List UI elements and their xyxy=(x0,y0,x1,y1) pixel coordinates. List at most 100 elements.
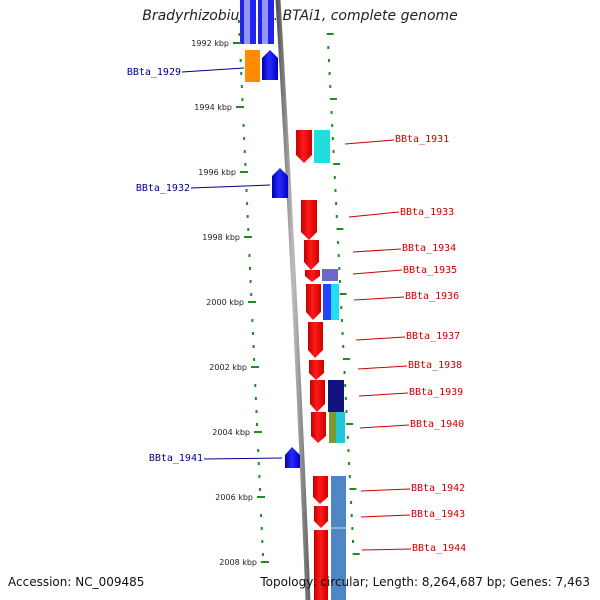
gene-label-bbta-1932[interactable]: BBta_1932 xyxy=(136,183,271,194)
gene-bbta-1929[interactable] xyxy=(245,50,260,82)
scale-dot-right xyxy=(347,449,350,452)
scale-dot xyxy=(243,137,246,140)
gene-bbta-1932[interactable] xyxy=(272,168,288,198)
gene-label-bbta-1929[interactable]: BBta_1929 xyxy=(127,67,245,78)
gene-label-text[interactable]: BBta_1938 xyxy=(408,360,462,371)
gene-bbta-1942[interactable] xyxy=(313,476,328,504)
scale-tick xyxy=(236,106,244,108)
gene-bbta-1935[interactable] xyxy=(305,270,320,282)
gene-label-bbta-1933[interactable]: BBta_1933 xyxy=(348,207,454,218)
scale-dot-right xyxy=(340,319,343,322)
scale-label: 1992 kbp xyxy=(191,39,229,48)
gene-label-text[interactable]: BBta_1942 xyxy=(411,483,465,494)
scale-dot xyxy=(237,20,240,23)
gene-bbta-1934[interactable] xyxy=(304,240,319,270)
gene-label-text[interactable]: BBta_1936 xyxy=(405,291,459,302)
forward-strand-genes xyxy=(296,130,346,600)
gene-label-text[interactable]: BBta_1943 xyxy=(411,509,465,520)
gene-bbta-1941[interactable] xyxy=(285,447,300,468)
scale-dot-right xyxy=(333,176,336,179)
gene-bbta-1944[interactable] xyxy=(314,530,328,600)
scale-dot xyxy=(242,124,245,127)
scale-tick xyxy=(240,171,248,173)
gene-bbta-1936-b[interactable] xyxy=(323,284,331,320)
gene-bbta-1940-c[interactable] xyxy=(336,412,345,443)
scale-dot xyxy=(257,462,260,465)
gene-label-bbta-1941[interactable]: BBta_1941 xyxy=(149,453,283,464)
scale-dot xyxy=(253,358,256,361)
scale-dot-right xyxy=(330,111,333,114)
gene-bbta-1940[interactable] xyxy=(311,412,326,443)
gene-label-text[interactable]: BBta_1935 xyxy=(403,265,457,276)
gene-label-bbta-1935[interactable]: BBta_1935 xyxy=(352,265,457,276)
dna-backbone xyxy=(275,0,311,600)
scale-dot xyxy=(254,384,257,387)
leader-line xyxy=(359,424,410,429)
gene-label-bbta-1937[interactable]: BBta_1937 xyxy=(355,331,460,342)
gene-block-top-2-highlight xyxy=(262,0,268,44)
scale-dot xyxy=(255,410,258,413)
gene-label-bbta-1942[interactable]: BBta_1942 xyxy=(360,483,465,494)
scale-dot-right xyxy=(337,241,340,244)
gene-bbta-1935-b[interactable] xyxy=(322,269,338,281)
gene-label-bbta-1938[interactable]: BBta_1938 xyxy=(357,360,462,371)
leader-line xyxy=(357,365,408,370)
gene-bbta-1936-c[interactable] xyxy=(331,284,339,320)
gene-label-text[interactable]: BBta_1939 xyxy=(409,387,463,398)
scale-dot xyxy=(261,540,264,543)
gene-label-text[interactable]: BBta_1937 xyxy=(406,331,460,342)
scale-dot-right xyxy=(345,410,348,413)
map-title: Bradyrhizobium sp. BTAi1, complete genom… xyxy=(142,8,458,24)
scale-dot xyxy=(249,280,252,283)
gene-label-bbta-1939[interactable]: BBta_1939 xyxy=(358,387,463,398)
gene-bbta-1940-b[interactable] xyxy=(329,412,336,443)
gene-steelblue-block[interactable] xyxy=(331,476,346,600)
gene-label-text[interactable]: BBta_1931 xyxy=(395,134,449,145)
gene-label-text[interactable]: BBta_1933 xyxy=(400,207,454,218)
scale-dot-right xyxy=(343,371,346,374)
scale-label: 1994 kbp xyxy=(194,103,232,112)
gene-label-text[interactable]: BBta_1940 xyxy=(410,419,464,430)
scale-label: 1998 kbp xyxy=(202,233,240,242)
gene-label-text[interactable]: BBta_1944 xyxy=(412,543,466,554)
gene-bbta-1936[interactable] xyxy=(306,284,321,320)
gene-bbta-1938[interactable] xyxy=(309,360,324,380)
gene-label-text[interactable]: BBta_1941 xyxy=(149,453,203,464)
scale-dot-right xyxy=(328,72,331,75)
scale-dot-right xyxy=(348,475,351,478)
leader-line xyxy=(190,184,271,189)
gene-label-bbta-1943[interactable]: BBta_1943 xyxy=(360,509,465,520)
scale-dot-right xyxy=(344,397,347,400)
gene-bbta-1939-b[interactable] xyxy=(328,380,344,412)
gene-label-bbta-1936[interactable]: BBta_1936 xyxy=(353,291,459,302)
leader-line xyxy=(361,548,412,551)
scale-dot-right xyxy=(342,345,345,348)
gene-label-text[interactable]: BBta_1929 xyxy=(127,67,181,78)
leader-line xyxy=(358,392,409,397)
leader-line xyxy=(352,269,403,275)
scale-dot xyxy=(260,514,263,517)
scale-dot xyxy=(245,189,248,192)
scale-dot xyxy=(244,163,247,166)
gene-bbta-1937[interactable] xyxy=(308,322,323,358)
gene-bbta-1943[interactable] xyxy=(314,506,328,528)
scale-label: 2008 kbp xyxy=(219,558,257,567)
gene-label-text[interactable]: BBta_1934 xyxy=(402,243,456,254)
gene-label-bbta-1931[interactable]: BBta_1931 xyxy=(344,134,449,145)
gene-bbta-1931-cyan[interactable] xyxy=(314,130,330,163)
gene-label-text[interactable]: BBta_1932 xyxy=(136,183,190,194)
gene-label-bbta-1944[interactable]: BBta_1944 xyxy=(361,543,466,554)
gene-label-bbta-1940[interactable]: BBta_1940 xyxy=(359,419,464,430)
scale-dot-right xyxy=(337,254,340,257)
scale-dot-right xyxy=(339,280,341,283)
gene-bbta-1933[interactable] xyxy=(301,200,317,240)
scale-dot-right xyxy=(333,163,341,165)
scale-dot xyxy=(246,215,249,218)
gene-label-bbta-1934[interactable]: BBta_1934 xyxy=(352,243,456,254)
gene-bbta-1939[interactable] xyxy=(310,380,325,412)
scale-dot xyxy=(243,150,246,153)
gene-bbta-1931[interactable] xyxy=(296,130,312,163)
scale-dot-right xyxy=(331,124,334,127)
gene-bbta-1929-arrow[interactable] xyxy=(262,50,278,80)
